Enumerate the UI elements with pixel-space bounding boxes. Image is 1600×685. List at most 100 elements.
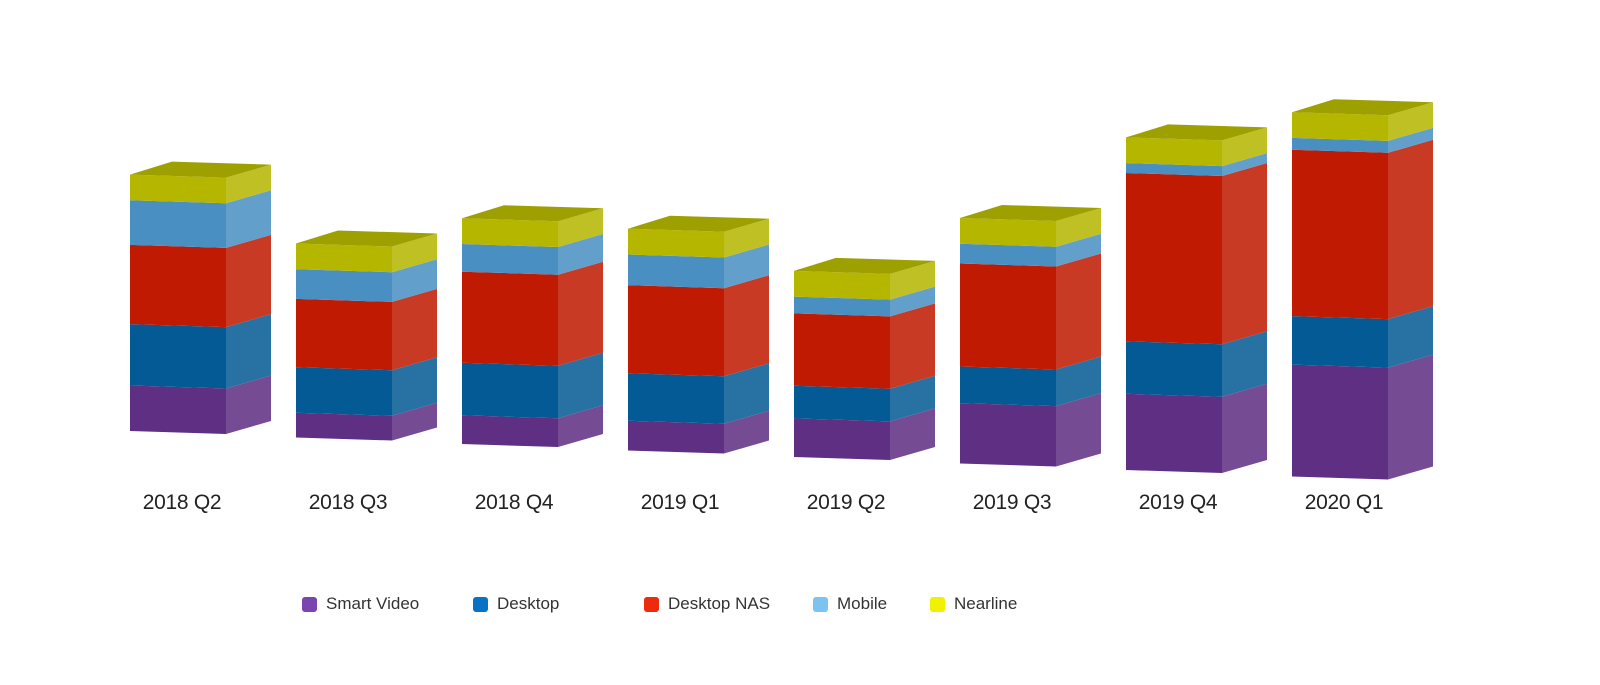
segment-side-desktop-nas [226, 234, 271, 328]
x-tick-label: 2019 Q4 [1139, 491, 1218, 514]
segment-front-desktop-nas [1292, 149, 1388, 320]
segment-side-desktop-nas [890, 303, 935, 389]
segment-side-nearline [724, 218, 769, 258]
segment-top [960, 205, 1101, 221]
segment-front-desktop-nas [1126, 173, 1222, 345]
segment-front-desktop [296, 367, 392, 416]
segment-front-smart-video [960, 403, 1056, 467]
segment-front-desktop [130, 324, 226, 389]
x-tick-label: 2018 Q4 [475, 491, 554, 514]
segment-front-desktop [1292, 316, 1388, 368]
legend: Smart Video Desktop Desktop NAS Mobile N… [0, 592, 1600, 616]
segment-front-desktop-nas [960, 263, 1056, 370]
segment-front-nearline [794, 270, 890, 300]
legend-label: Mobile [837, 594, 888, 613]
segment-front-desktop-nas [462, 271, 558, 366]
legend-swatch-desktop [473, 596, 488, 612]
segment-side-desktop [392, 357, 437, 416]
segment-side-desktop-nas [1388, 139, 1433, 320]
segment-front-nearline [960, 218, 1056, 247]
legend-item-desktop: Desktop [473, 592, 559, 616]
segment-front-smart-video [628, 420, 724, 454]
segment-front-mobile [960, 243, 1056, 267]
segment-side-smart-video [1222, 383, 1267, 473]
segment-side-desktop-nas [724, 275, 769, 377]
bar-2019-q2 [794, 257, 935, 460]
segment-front-desktop [628, 373, 724, 424]
segment-side-nearline [1388, 102, 1433, 141]
segment-front-nearline [628, 228, 724, 258]
segment-side-desktop-nas [392, 288, 437, 371]
segment-front-nearline [1292, 112, 1388, 141]
segment-side-mobile [558, 234, 603, 275]
segment-front-smart-video [462, 415, 558, 447]
bar-2020-q1 [1292, 99, 1433, 480]
x-tick-label: 2020 Q1 [1305, 491, 1383, 514]
segment-front-smart-video [296, 412, 392, 441]
legend-item-desktop-nas: Desktop NAS [644, 592, 770, 616]
x-axis-ticks: 2018 Q2 2018 Q3 2018 Q4 2019 Q1 2019 Q2 2019 … [143, 491, 1384, 514]
segment-front-nearline [296, 243, 392, 273]
segment-front-desktop [794, 385, 890, 422]
legend-item-smart-video: Smart Video [302, 592, 419, 616]
segment-front-desktop-nas [628, 285, 724, 377]
segment-top [1126, 124, 1267, 141]
x-tick-label: 2018 Q3 [309, 491, 387, 514]
segment-side-mobile [890, 286, 935, 317]
legend-swatch-mobile [813, 596, 828, 612]
segment-side-nearline [392, 233, 437, 273]
segment-front-mobile [1126, 163, 1222, 176]
segment-side-smart-video [890, 408, 935, 460]
segment-side-smart-video [724, 410, 769, 454]
bars-layer [130, 99, 1433, 480]
segment-front-nearline [1126, 137, 1222, 167]
segment-side-smart-video [1056, 393, 1101, 467]
segment-side-mobile [1222, 153, 1267, 176]
segment-side-desktop [226, 314, 271, 389]
segment-side-mobile [392, 259, 437, 302]
segment-side-smart-video [558, 405, 603, 447]
legend-item-mobile: Mobile [813, 592, 887, 616]
segment-side-desktop [1056, 356, 1101, 407]
segment-front-desktop [1126, 341, 1222, 397]
segment-side-mobile [724, 244, 769, 289]
bar-2018-q3 [296, 230, 437, 441]
x-tick-label: 2019 Q2 [807, 491, 885, 514]
segment-front-nearline [462, 218, 558, 247]
segment-front-mobile [296, 269, 392, 302]
segment-side-smart-video [392, 402, 437, 441]
segment-front-mobile [130, 200, 226, 248]
segment-front-smart-video [794, 418, 890, 460]
segment-side-desktop [1388, 306, 1433, 368]
legend-label: Desktop NAS [668, 594, 771, 613]
segment-side-desktop-nas [558, 261, 603, 366]
segment-side-smart-video [226, 375, 271, 434]
segment-side-desktop [1222, 331, 1267, 397]
segment-front-nearline [130, 174, 226, 204]
bar-2019-q3 [960, 205, 1101, 467]
segment-top [462, 205, 603, 222]
segment-side-desktop [724, 363, 769, 424]
segment-side-mobile [1056, 233, 1101, 267]
segment-front-mobile [1292, 137, 1388, 153]
segment-front-smart-video [1292, 364, 1388, 480]
segment-side-desktop [558, 352, 603, 419]
segment-front-mobile [462, 244, 558, 275]
segment-front-desktop [462, 362, 558, 419]
segment-side-nearline [1056, 208, 1101, 247]
legend-label: Nearline [954, 594, 1018, 613]
x-tick-label: 2019 Q1 [641, 491, 719, 514]
segment-top [130, 161, 271, 178]
segment-front-desktop-nas [794, 313, 890, 389]
legend-item-nearline: Nearline [930, 592, 1017, 616]
segment-side-nearline [226, 164, 271, 204]
segment-front-mobile [628, 254, 724, 289]
segment-side-mobile [1388, 127, 1433, 153]
legend-swatch-desktop-nas [644, 596, 659, 612]
bar-2018-q4 [462, 205, 603, 447]
segment-side-desktop-nas [1056, 253, 1101, 370]
segment-side-nearline [890, 260, 935, 300]
segment-top [1292, 99, 1433, 116]
x-tick-label: 2019 Q3 [973, 491, 1051, 514]
legend-label: Smart Video [326, 594, 420, 613]
